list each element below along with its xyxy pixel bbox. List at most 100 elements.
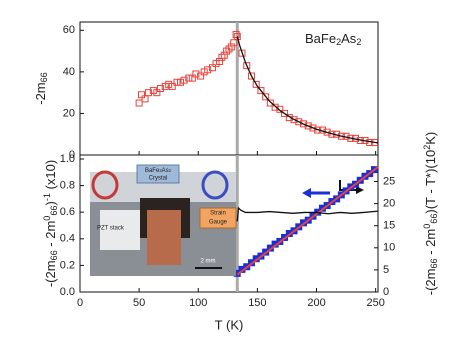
text-part: - 2m (43, 221, 58, 251)
marker (180, 76, 188, 84)
text-part: As (162, 168, 169, 174)
y2-axis-label: -(2m66 - 2m066)(T - T*)(102K) (422, 132, 438, 296)
marker (300, 120, 307, 128)
inset-label: 2 mm (201, 259, 216, 265)
marker (225, 45, 233, 53)
marker (223, 47, 231, 55)
x-tick-label: 50 (133, 297, 145, 309)
marker (156, 85, 164, 92)
marker (204, 66, 212, 74)
x-axis-label: T (K) (215, 317, 244, 332)
y-tick-label: 0.8 (60, 179, 75, 191)
text-part: 66 (49, 206, 59, 216)
marker (233, 33, 241, 41)
text-part: ) (43, 201, 58, 205)
marker (262, 93, 270, 101)
text-part: 66 (429, 214, 439, 224)
marker (271, 103, 279, 111)
marker (149, 87, 157, 95)
marker (192, 70, 200, 78)
text-part: 0 (42, 216, 52, 221)
marker (185, 74, 193, 82)
text-part: 66 (49, 250, 59, 260)
crystal-box (136, 164, 180, 184)
marker (208, 64, 216, 72)
text-part: As (341, 31, 357, 46)
marker (295, 118, 303, 126)
marker (173, 78, 181, 86)
photo-ring (91, 170, 119, 200)
photo-gauge (147, 210, 181, 265)
annotation: BaFe2As2 (305, 31, 361, 46)
y2-tick-label: 25 (383, 175, 395, 187)
text-part: 66 (39, 72, 49, 82)
arrowhead (356, 186, 364, 194)
y-tick-label: 0.6 (60, 206, 75, 218)
y-tick-label: 0 (69, 149, 75, 161)
inset-label: Gauge (209, 220, 228, 226)
marker (290, 116, 298, 124)
y2-tick-label: 0 (383, 286, 389, 298)
x-tick-label: 100 (189, 297, 207, 309)
inset-label: Strain (210, 211, 226, 217)
text-part: )(T - T*)(10 (423, 150, 438, 214)
marker (232, 30, 240, 38)
marker (153, 89, 161, 97)
text-part: 2 (169, 168, 172, 173)
y-tick-label: 0.2 (60, 259, 75, 271)
text-part: 2 (422, 145, 432, 150)
text-part: -(2m (423, 269, 438, 296)
y2-tick-label: 5 (383, 264, 389, 276)
y2-tick-label: 20 (383, 198, 395, 210)
marker (243, 62, 251, 70)
text-part: BaFe (305, 31, 336, 46)
text-part: -(2m (43, 260, 58, 287)
photo-pzt (100, 210, 140, 250)
marker (247, 72, 255, 80)
y-tick-label: 20 (63, 107, 75, 119)
plot-frame (79, 154, 379, 293)
text-part: 2 (356, 37, 361, 47)
y2-tick-label: 10 (383, 242, 395, 254)
line (236, 166, 379, 276)
marker (216, 57, 224, 65)
y2-tick-label: 15 (383, 220, 395, 232)
text-part: - 2m (423, 229, 438, 259)
text-part: -2m (33, 82, 48, 104)
marker (145, 89, 153, 97)
marker (230, 39, 238, 47)
marker (188, 74, 196, 82)
marker (266, 99, 274, 107)
text-part: BaFe (145, 168, 160, 174)
text-part: 2 (336, 37, 341, 47)
marker (135, 99, 143, 107)
marker (141, 95, 149, 103)
marker (304, 122, 312, 130)
x-tick-label: 0 (77, 297, 83, 309)
y-tick-label: 0.0 (60, 286, 75, 298)
marker (238, 49, 246, 57)
y-axis-label: -(2m66 - 2m066)-1 (x10) (42, 160, 58, 287)
marker (218, 53, 226, 61)
marker (200, 68, 208, 76)
marker (227, 43, 235, 51)
y-axis-label: -2m66 (33, 72, 48, 105)
inset-label: PZT stack (97, 226, 125, 232)
text-part: K) (423, 132, 438, 145)
text-part: (x10) (43, 160, 58, 193)
arrowhead (302, 188, 311, 198)
x-tick-label: 150 (248, 297, 266, 309)
inset-photo (90, 164, 237, 276)
marker (212, 60, 220, 68)
photo-ring (201, 170, 229, 200)
y-tick-label: 40 (63, 66, 75, 78)
marker (309, 124, 317, 132)
marker (161, 82, 169, 90)
marker (220, 51, 228, 59)
text-part: 66 (429, 258, 439, 268)
y-tick-label: 60 (63, 24, 75, 36)
inset-label: Crystal (149, 176, 168, 182)
marker (276, 105, 284, 113)
marker (177, 78, 185, 86)
